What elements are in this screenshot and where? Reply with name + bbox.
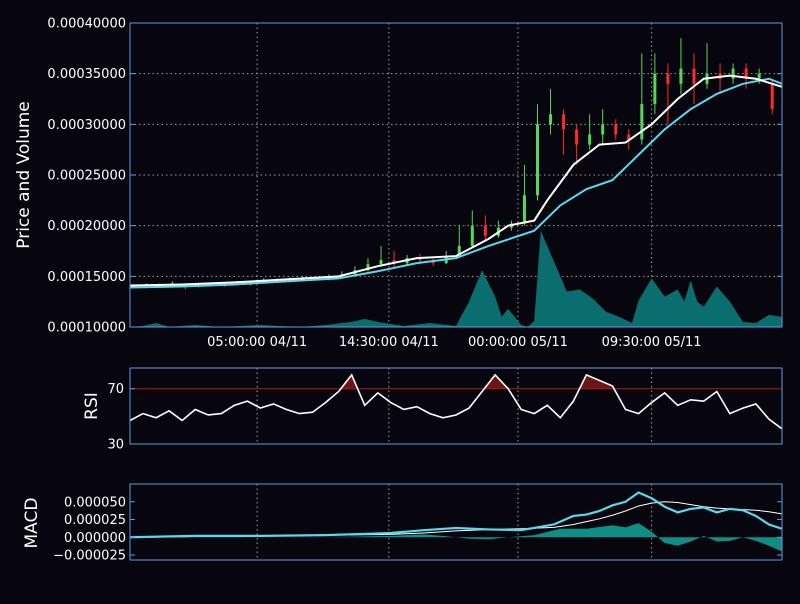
signal-line <box>129 501 783 538</box>
price-ytick-label: 0.00015000 <box>47 270 126 285</box>
ma-short-line <box>129 74 783 287</box>
price-ytick-label: 0.00025000 <box>47 169 126 184</box>
candle-body <box>731 68 735 79</box>
price-xtick-label: 05:00:00 04/11 <box>207 335 307 350</box>
candle-body <box>562 114 566 130</box>
candle-body <box>640 104 644 140</box>
rsi-axis-title: RSI <box>82 392 102 420</box>
price-panel-frame <box>129 22 783 328</box>
candle-body <box>536 124 539 196</box>
rsi-layer <box>129 373 783 430</box>
volume-area <box>130 230 782 327</box>
labels-layer: 0.00010000 0.00015000 0.00020000 0.00025000… <box>14 17 702 564</box>
macd-ytick-label: 0.000050 <box>64 495 126 510</box>
candle-body <box>679 68 683 84</box>
candle-body <box>483 225 487 236</box>
price-ytick-label: 0.00030000 <box>47 118 126 133</box>
price-xtick-label: 14:30:00 04/11 <box>339 335 439 350</box>
candle-body <box>744 68 748 79</box>
price-axis-title: Price and Volume <box>14 101 34 249</box>
macd-axis-title: MACD <box>22 498 42 549</box>
rsi-overbought-fill <box>484 374 509 389</box>
rsi-panel-frame <box>129 367 783 445</box>
candle-body <box>770 83 774 110</box>
price-ytick-label: 0.00010000 <box>47 321 126 336</box>
candle-body <box>601 124 605 135</box>
rsi-ytick-label: 30 <box>107 438 124 453</box>
ma-long-line <box>129 77 783 289</box>
candle-body <box>392 260 396 264</box>
candle-body <box>418 258 422 261</box>
candle-body <box>549 114 553 125</box>
volume-layer <box>130 230 782 327</box>
macd-layer <box>129 491 783 552</box>
lines-layer <box>129 74 783 289</box>
grid-layer <box>130 23 782 560</box>
candle-body <box>457 245 461 257</box>
price-ytick-label: 0.00035000 <box>47 67 126 82</box>
candle-body <box>379 260 383 265</box>
price-xtick-label: 00:00:00 05/11 <box>468 335 568 350</box>
macd-panel-frame <box>129 483 783 561</box>
rsi-line <box>129 373 783 430</box>
candle-body <box>366 264 370 271</box>
rsi-overbought-fill <box>579 374 615 389</box>
candle-body <box>588 134 592 145</box>
candle-body <box>522 195 526 224</box>
candle-body <box>666 73 670 84</box>
rsi-ytick-label: 70 <box>107 382 124 397</box>
price-ytick-label: 0.00040000 <box>47 17 126 32</box>
price-xtick-label: 09:30:00 05/11 <box>602 335 702 350</box>
rsi-overbought-fill <box>340 374 358 389</box>
candle-body <box>470 225 474 246</box>
macd-ytick-label: 0.000025 <box>64 513 126 528</box>
macd-histogram-area <box>130 523 782 552</box>
candle-body <box>614 124 618 135</box>
price-ytick-label: 0.00020000 <box>47 219 126 234</box>
candle-body <box>692 68 696 84</box>
macd-line <box>129 491 783 539</box>
candle-body <box>653 73 657 105</box>
candle-body <box>627 134 631 140</box>
candle-body <box>575 129 579 145</box>
candle-body <box>757 73 761 79</box>
frames-layer <box>129 22 783 561</box>
macd-ytick-label: −0.000025 <box>53 549 126 564</box>
macd-ytick-label: 0.000000 <box>64 531 126 546</box>
